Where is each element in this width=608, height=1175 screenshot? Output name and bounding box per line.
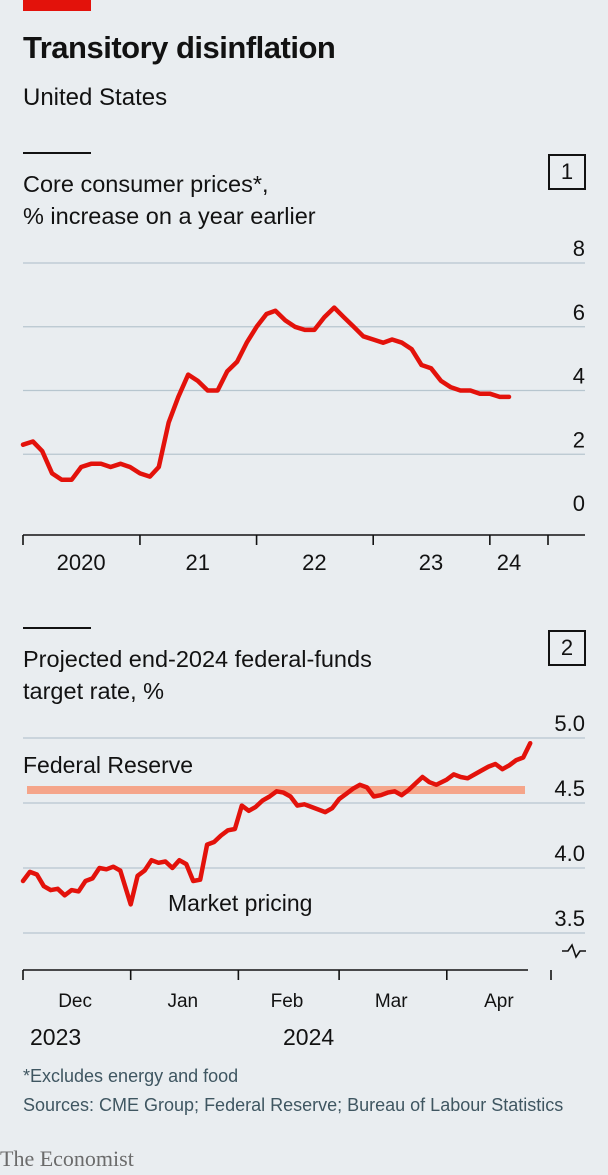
x-tick-label-21: 21: [186, 550, 210, 575]
panel-1-rule: [23, 152, 91, 154]
x-tick-label-Dec: Dec: [58, 991, 92, 1012]
y-tick-label-6: 6: [573, 300, 585, 325]
footnote: *Excludes energy and food: [23, 1066, 239, 1086]
x-tick-label-23: 23: [419, 550, 443, 575]
y-tick-label-4.5: 4.5: [554, 776, 585, 801]
x-axis-labels: 2020 21 22 23 24: [57, 550, 522, 575]
y-tick-label-2: 2: [573, 427, 585, 452]
market-pricing-label: Market pricing: [168, 890, 312, 916]
y-tick-label-3.5: 3.5: [554, 906, 585, 931]
x-tick-label-22: 22: [302, 550, 326, 575]
y-tick-label-4: 4: [573, 364, 585, 389]
y-tick-label-5.0: 5.0: [554, 711, 585, 736]
chart-subtitle: United States: [23, 84, 168, 111]
x-tick-label-Mar: Mar: [375, 991, 408, 1012]
economist-logo: The Economist: [0, 1146, 134, 1171]
x-tick-label-Jan: Jan: [167, 991, 198, 1012]
year-label-2024: 2024: [283, 1024, 334, 1050]
panel-2-rule: [23, 627, 91, 629]
chart-title: Transitory disinflation: [23, 30, 336, 65]
x-tick-label-Apr: Apr: [484, 991, 514, 1012]
y-gridlines: [23, 262, 585, 455]
axis-break-icon: [562, 943, 586, 959]
y-axis-ticks: 0 2 4 6 8: [573, 236, 585, 516]
y-tick-label-0: 0: [573, 491, 585, 516]
x-tick-label-2020: 2020: [57, 550, 106, 575]
panel-2-title-line-2: target rate, %: [23, 678, 165, 704]
panel-1-title-line-2: % increase on a year earlier: [23, 203, 316, 229]
panel-1-title-line-1: Core consumer prices*,: [23, 171, 269, 197]
panel-1-number: 1: [548, 154, 586, 190]
panel-2-title-line-1: Projected end-2024 federal-funds: [23, 646, 372, 672]
axis-break-mark: [562, 943, 586, 959]
panel-2-number: 2: [548, 630, 586, 666]
x-axis: [22, 969, 552, 980]
market-pricing-line: [20, 740, 533, 907]
brand-red-bar: [23, 0, 91, 11]
x-tick-label-Feb: Feb: [271, 991, 304, 1012]
y-tick-label-4.0: 4.0: [554, 841, 585, 866]
year-label-2023: 2023: [30, 1024, 81, 1050]
y-tick-label-8: 8: [573, 236, 585, 261]
x-axis: [22, 534, 585, 545]
fed-funds-chart: Federal Reserve Market pricing 3.5 4.0 4.5…: [20, 711, 586, 1050]
x-tick-label-24: 24: [497, 550, 521, 575]
federal-reserve-label: Federal Reserve: [23, 752, 193, 778]
sources: Sources: CME Group; Federal Reserve; Bur…: [23, 1095, 564, 1115]
y-axis-ticks: 3.5 4.0 4.5 5.0: [554, 711, 585, 931]
x-axis-labels: Dec Jan Feb Mar Apr: [58, 991, 514, 1012]
core-prices-line: [20, 305, 512, 483]
